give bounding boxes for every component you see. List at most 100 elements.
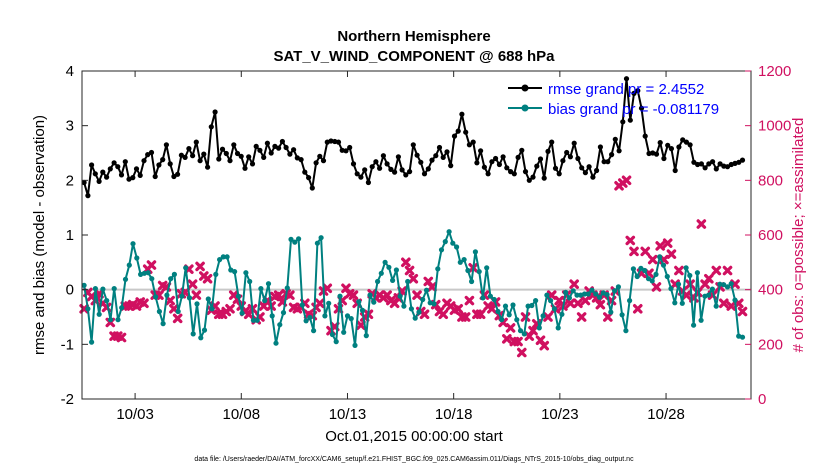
obs-assimilated-point — [666, 249, 677, 259]
rmse-point — [100, 169, 106, 175]
rmse-point — [620, 119, 626, 125]
bias-point — [668, 286, 674, 292]
bias-point — [401, 303, 407, 309]
obs-assimilated-point — [543, 312, 553, 322]
rmse-point — [291, 147, 297, 153]
obs-assimilated-point — [640, 246, 651, 257]
rmse-point — [519, 147, 525, 153]
rmse-point — [148, 149, 155, 156]
bias-point — [630, 266, 637, 272]
obs-assimilated-point — [704, 273, 714, 284]
bias-point — [423, 287, 430, 293]
x-tick-label: 10/08 — [223, 406, 261, 423]
bias-point — [653, 271, 659, 277]
rmse-point — [526, 177, 532, 183]
bias-point — [431, 301, 437, 307]
bias-point — [405, 278, 411, 285]
y-axis-right-label: # of obs: o=possible; ×=assimilated — [790, 118, 807, 353]
rmse-point — [152, 173, 158, 180]
obs-assimilated-point — [565, 298, 576, 309]
rmse-point — [511, 171, 517, 177]
rmse-point — [485, 171, 491, 177]
y-tick-left-label: 0 — [66, 282, 74, 299]
obs-assimilated-point — [719, 298, 729, 309]
y-axis-left: -2 -1 0 1 2 3 4 — [61, 63, 88, 408]
rmse-point — [739, 157, 746, 163]
y-tick-right-label: 0 — [758, 391, 766, 408]
rmse-point — [706, 161, 712, 167]
bias-point — [465, 267, 471, 274]
bias-point — [337, 293, 343, 299]
rmse-point — [642, 133, 648, 139]
obs-assimilated-point — [505, 323, 516, 333]
rmse-point — [380, 153, 386, 159]
rmse-point — [556, 171, 562, 177]
obs-assimilated-point — [419, 309, 430, 320]
bias-point — [232, 269, 238, 275]
y-tick-left-label: 4 — [66, 63, 74, 80]
bias-point — [292, 239, 298, 245]
bias-point — [348, 316, 354, 322]
y-tick-right-label: 600 — [758, 227, 783, 244]
bias-point — [179, 293, 185, 299]
obs-assimilated-point — [146, 260, 157, 270]
bias-point — [168, 276, 174, 282]
obs-assimilated-point — [314, 298, 325, 309]
rmse-point — [205, 164, 211, 170]
bias-point — [100, 286, 106, 292]
rmse-point — [661, 155, 667, 162]
bias-point — [480, 295, 486, 301]
bias-point — [85, 306, 91, 312]
rmse-point — [582, 170, 589, 176]
rmse-point — [283, 144, 289, 151]
obs-assimilated-point — [629, 246, 639, 257]
bias-point — [89, 339, 95, 345]
obs-assimilated-point — [225, 304, 235, 314]
rmse-point — [429, 157, 435, 163]
bias-point — [393, 267, 399, 273]
bias-point — [551, 306, 558, 312]
rmse-point — [145, 152, 151, 158]
bias-point — [92, 286, 98, 292]
bias-point — [217, 257, 223, 263]
bias-point — [604, 292, 610, 298]
bias-point — [296, 236, 302, 242]
bias-point — [314, 240, 320, 246]
rmse-point — [373, 159, 379, 165]
bias-point — [186, 295, 193, 301]
bias-point — [333, 339, 339, 345]
rmse-point — [85, 193, 91, 199]
obs-assimilated-point — [722, 265, 733, 276]
rmse-point — [683, 139, 690, 145]
obs-assimilated-point — [674, 265, 684, 276]
obs-assimilated-point — [460, 312, 471, 322]
rmse-point — [627, 117, 633, 123]
rmse-point — [328, 138, 334, 144]
rmse-point — [141, 158, 147, 164]
rmse-point — [107, 166, 113, 172]
bias-point — [194, 301, 200, 307]
rmse-point — [631, 90, 637, 96]
bias-point — [153, 294, 159, 300]
rmse-point — [541, 175, 547, 181]
bias-point — [352, 342, 358, 348]
obs-assimilated-point — [404, 265, 415, 276]
obs-assimilated-point — [322, 283, 333, 294]
bias-point — [698, 317, 704, 323]
bias-point — [122, 276, 129, 282]
bias-point — [450, 240, 456, 246]
x-tick-label: 10/13 — [329, 406, 367, 423]
rmse-point — [238, 153, 244, 159]
bias-point — [96, 311, 102, 317]
obs-assimilated-point — [539, 340, 550, 351]
rmse-point — [193, 139, 199, 145]
rmse-point — [309, 185, 315, 191]
rmse-point — [313, 160, 319, 166]
bias-point — [649, 278, 655, 284]
rmse-point — [653, 151, 660, 157]
rmse-point — [347, 144, 353, 151]
y-tick-left-label: -2 — [61, 391, 74, 408]
rmse-point — [160, 157, 166, 163]
obs-assimilated-point — [427, 282, 437, 292]
legend: rmse grand pr = 2.4552 bias grand pr = -… — [508, 81, 719, 118]
